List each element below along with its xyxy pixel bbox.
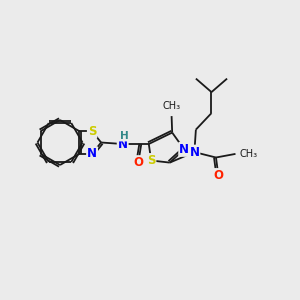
Text: N: N <box>179 143 189 156</box>
Text: S: S <box>147 154 155 167</box>
Text: CH₃: CH₃ <box>239 149 257 159</box>
Text: N: N <box>87 147 97 160</box>
Text: N: N <box>189 146 200 159</box>
Text: S: S <box>88 125 96 138</box>
Text: N: N <box>118 137 128 151</box>
Text: O: O <box>213 169 224 182</box>
Text: O: O <box>133 156 143 169</box>
Text: CH₃: CH₃ <box>163 101 181 111</box>
Text: H: H <box>119 130 128 141</box>
